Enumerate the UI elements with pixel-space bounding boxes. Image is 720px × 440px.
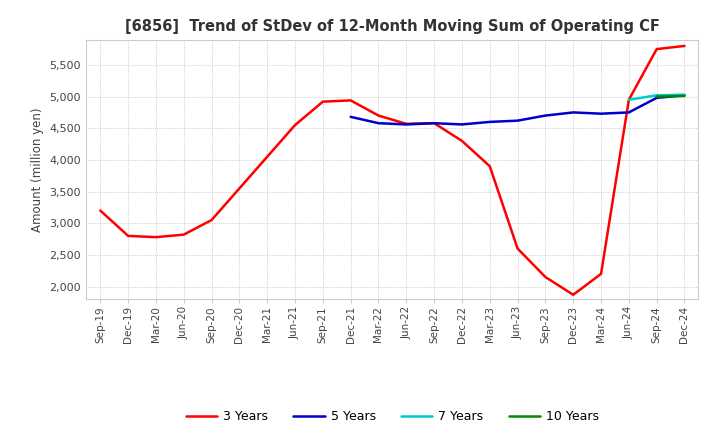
3 Years [680,43,689,48]
3 Years [458,138,467,143]
3 Years [569,292,577,297]
7 Years [652,93,661,98]
5 Years [458,122,467,127]
7 Years [680,92,689,97]
Line: 10 Years: 10 Years [657,96,685,97]
5 Years [680,93,689,98]
3 Years [318,99,327,104]
5 Years [652,95,661,100]
5 Years [569,110,577,115]
10 Years [680,93,689,99]
5 Years [541,113,550,118]
3 Years [124,233,132,238]
5 Years [624,110,633,115]
10 Years [652,94,661,99]
3 Years [96,208,104,213]
Y-axis label: Amount (million yen): Amount (million yen) [31,107,44,231]
Title: [6856]  Trend of StDev of 12-Month Moving Sum of Operating CF: [6856] Trend of StDev of 12-Month Moving… [125,19,660,34]
5 Years [346,114,355,120]
Line: 3 Years: 3 Years [100,46,685,295]
3 Years [235,186,243,191]
5 Years [402,122,410,127]
3 Years [652,47,661,52]
5 Years [430,121,438,126]
Line: 7 Years: 7 Years [629,95,685,100]
3 Years [597,271,606,276]
3 Years [374,113,383,118]
3 Years [402,121,410,126]
Legend: 3 Years, 5 Years, 7 Years, 10 Years: 3 Years, 5 Years, 7 Years, 10 Years [181,405,604,428]
5 Years [597,111,606,116]
3 Years [346,98,355,103]
3 Years [152,235,161,240]
3 Years [513,246,522,251]
7 Years [624,97,633,103]
3 Years [263,154,271,159]
3 Years [179,232,188,237]
3 Years [541,275,550,280]
5 Years [513,118,522,123]
5 Years [485,119,494,125]
3 Years [485,164,494,169]
3 Years [624,97,633,103]
3 Years [207,217,216,223]
3 Years [430,121,438,126]
3 Years [291,122,300,128]
5 Years [374,121,383,126]
Line: 5 Years: 5 Years [351,95,685,125]
